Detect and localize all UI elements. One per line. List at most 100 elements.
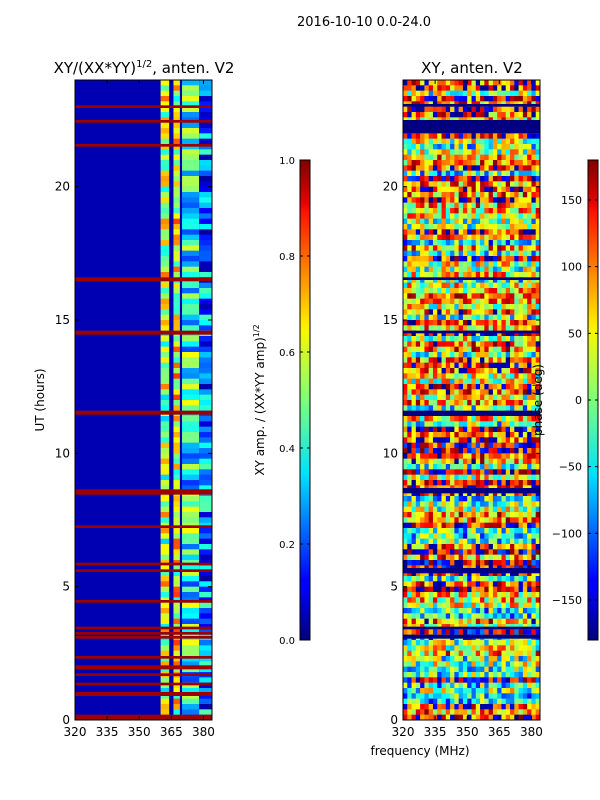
heatmap-cell [403, 704, 408, 710]
heatmap-cell [454, 421, 459, 427]
heatmap-cell [501, 197, 507, 203]
heatmap-cell [462, 160, 468, 166]
heatmap-cell [514, 384, 519, 390]
heatmap-cell [505, 144, 511, 150]
heatmap-cell [403, 218, 408, 225]
heatmap-cell [432, 144, 438, 150]
heatmap-cell [522, 682, 528, 689]
heatmap-cell [450, 522, 455, 529]
heatmap-cell [497, 629, 502, 635]
heatmap-cell [467, 357, 472, 363]
heatmap-cell [467, 677, 472, 683]
heatmap-cell [450, 272, 455, 278]
heatmap-cell [492, 469, 498, 475]
heatmap-cell [501, 426, 507, 433]
heatmap-cell [488, 512, 494, 518]
heatmap-cell [492, 330, 498, 337]
heatmap-cell [471, 560, 477, 566]
heatmap-cell [173, 506, 180, 513]
heatmap-cell [467, 608, 472, 614]
heatmap-cell [531, 661, 537, 667]
heatmap-cell [480, 522, 485, 529]
heatmap-cell [471, 464, 477, 470]
heatmap-cell [173, 85, 180, 91]
heatmap-cell [407, 522, 412, 529]
heatmap-cell [501, 266, 507, 273]
heatmap-cell [428, 597, 434, 603]
heatmap-cell [415, 234, 421, 241]
heatmap-cell [407, 629, 412, 635]
heatmap-cell [160, 272, 170, 278]
heatmap-cell [437, 325, 442, 331]
heatmap-cell [160, 640, 170, 646]
heatmap-cell [492, 138, 498, 145]
heatmap-cell [522, 474, 528, 481]
heatmap-cell [501, 544, 507, 550]
heatmap-cell [445, 202, 451, 209]
heatmap-cell [531, 666, 537, 673]
heatmap-cell [514, 714, 519, 721]
heatmap-cell [514, 309, 519, 315]
heatmap-cell [501, 714, 507, 721]
heatmap-cell [432, 346, 438, 353]
heatmap-cell [450, 266, 455, 273]
heatmap-cell [505, 661, 511, 667]
heatmap-cell [199, 138, 212, 145]
heatmap-cell [441, 698, 447, 705]
heatmap-cell [403, 549, 408, 555]
heatmap-cell [199, 656, 212, 662]
heatmap-cell [497, 384, 502, 390]
heatmap-cell [182, 432, 200, 438]
heatmap-cell [510, 586, 515, 593]
heatmap-cell [199, 149, 212, 155]
heatmap-cell [411, 106, 417, 113]
heatmap-cell [527, 144, 532, 150]
heatmap-cell [428, 234, 434, 241]
heatmap-cell [173, 202, 180, 209]
left-colorbar-gradient [299, 159, 311, 641]
heatmap-cell [415, 698, 421, 705]
heatmap-cell [475, 378, 481, 385]
heatmap-cell [510, 277, 515, 283]
heatmap-cell [454, 234, 459, 241]
heatmap-cell [415, 586, 421, 593]
heatmap-cell [488, 197, 494, 203]
heatmap-cell [522, 234, 528, 241]
heatmap-cell [497, 320, 502, 326]
heatmap-cell [160, 325, 170, 331]
heatmap-cell [527, 608, 532, 614]
heatmap-cell [445, 138, 451, 145]
heatmap-cell [454, 213, 459, 219]
heatmap-cell [471, 298, 477, 305]
heatmap-cell [411, 709, 417, 715]
heatmap-cell [475, 149, 481, 155]
heatmap-cell [467, 618, 472, 625]
heatmap-cell [527, 149, 532, 155]
heatmap-cell [497, 170, 502, 177]
heatmap-cell [497, 240, 502, 246]
heatmap-cell [505, 378, 511, 385]
heatmap-cell [531, 181, 537, 187]
heatmap-cell [518, 437, 524, 443]
heatmap-cell [505, 672, 511, 678]
heatmap-cell [522, 640, 528, 646]
heatmap-cell [531, 581, 537, 587]
heatmap-cell [462, 512, 468, 518]
heatmap-cell [173, 608, 180, 614]
heatmap-cell [424, 677, 429, 683]
heatmap-cell [173, 80, 180, 86]
heatmap-cell [445, 597, 451, 603]
heatmap-cell [471, 154, 477, 161]
heatmap-cell [467, 368, 472, 374]
heatmap-cell [420, 112, 425, 118]
heatmap-cell [458, 538, 464, 545]
heatmap-cell [160, 592, 170, 598]
heatmap-cell [497, 288, 502, 294]
heatmap-cell [445, 490, 451, 497]
heatmap-cell [527, 693, 532, 699]
heatmap-band [75, 656, 212, 659]
heatmap-cell [415, 650, 421, 657]
heatmap-cell [480, 453, 485, 459]
heatmap-cell [514, 346, 519, 353]
heatmap-cell [441, 645, 447, 651]
